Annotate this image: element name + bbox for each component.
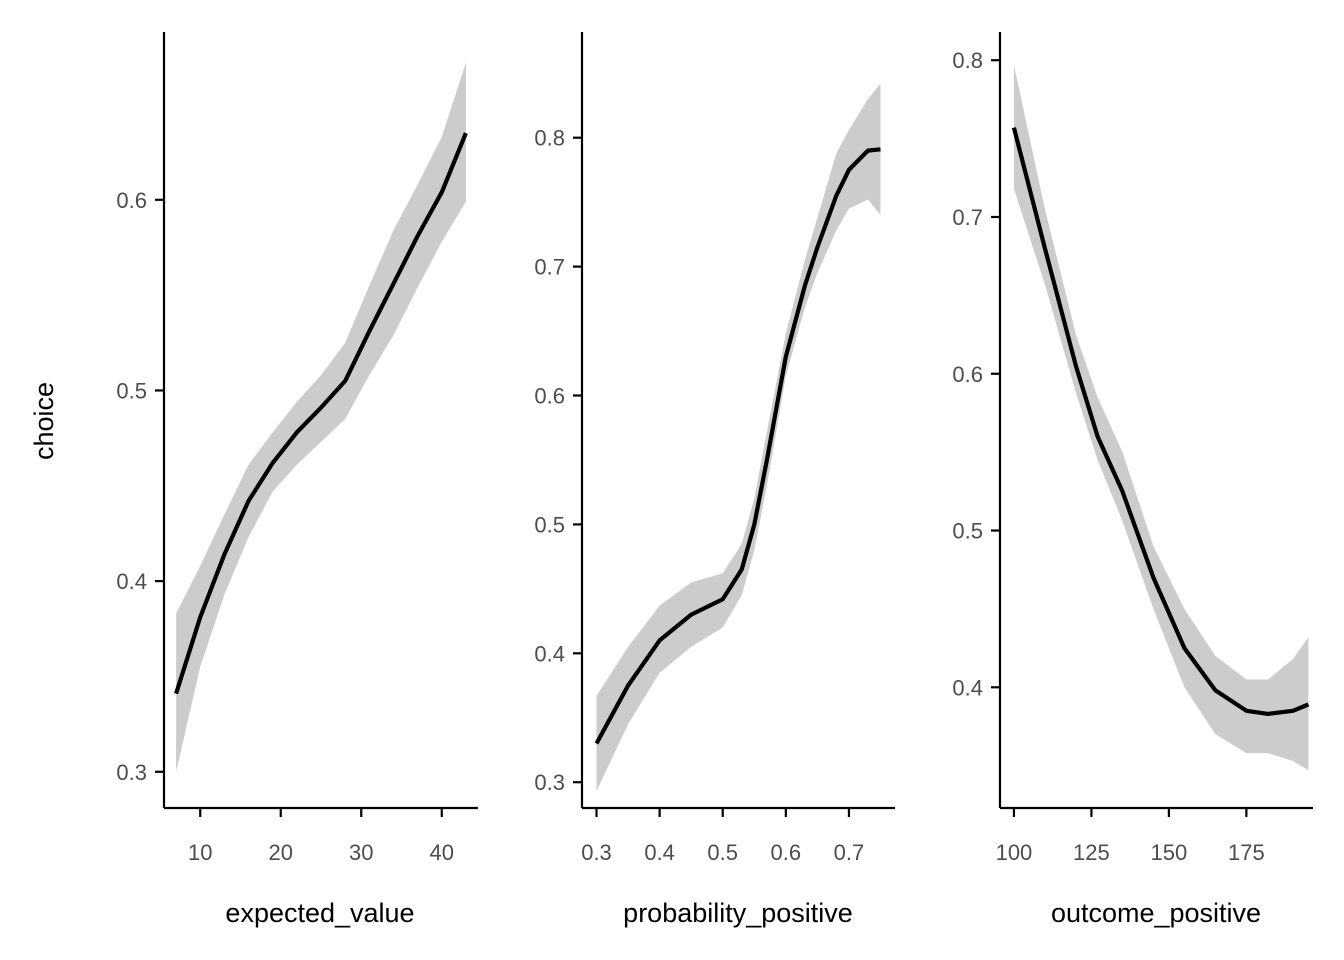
x-axis-title-panel-2: probability_positive [623, 898, 853, 928]
y-tick-label: 0.6 [534, 384, 565, 409]
y-tick-label: 0.4 [534, 641, 565, 666]
confidence-band [176, 62, 466, 772]
x-tick-label: 30 [349, 840, 373, 865]
y-tick-label: 0.7 [952, 205, 983, 230]
panel-1: 0.3 0.4 0.5 0.6 10 20 30 40 [116, 32, 478, 865]
x-tick-label: 150 [1151, 840, 1188, 865]
x-axis-title-panel-3: outcome_positive [1051, 898, 1261, 928]
y-tick-label: 0.3 [534, 770, 565, 795]
confidence-band [1013, 64, 1309, 771]
y-tick-label: 0.5 [116, 378, 147, 403]
y-tick-label: 0.8 [534, 126, 565, 151]
panel-2: 0.3 0.4 0.5 0.6 0.7 0.8 0.3 0.4 0.5 0.6 0.7 [534, 32, 895, 865]
y-tick-label: 0.8 [952, 48, 983, 73]
fit-line [594, 147, 881, 745]
x-tick-label: 175 [1228, 840, 1265, 865]
confidence-band [596, 83, 881, 792]
x-tick-label: 100 [996, 840, 1033, 865]
x-tick-label: 40 [430, 840, 454, 865]
x-tick-label: 0.3 [581, 840, 612, 865]
y-tick-label: 0.4 [116, 569, 147, 594]
x-axis-title-panel-1: expected_value [225, 898, 414, 928]
y-axis-title-panel-1: choice [29, 382, 59, 460]
x-tick-label: 10 [188, 840, 212, 865]
y-tick-label: 0.5 [534, 512, 565, 537]
x-tick-label: 20 [269, 840, 293, 865]
x-tick-label: 0.4 [644, 840, 675, 865]
y-tick-label: 0.6 [116, 188, 147, 213]
y-tick-label: 0.5 [952, 519, 983, 544]
x-tick-label: 125 [1073, 840, 1110, 865]
y-tick-label: 0.3 [116, 760, 147, 785]
x-tick-label: 0.6 [771, 840, 802, 865]
y-tick-label: 0.4 [952, 675, 983, 700]
panel-3: 0.4 0.5 0.6 0.7 0.8 100 125 150 175 [952, 32, 1313, 865]
fit-line [1011, 127, 1310, 716]
y-tick-label: 0.7 [534, 255, 565, 280]
x-tick-label: 0.7 [834, 840, 865, 865]
y-tick-label: 0.6 [952, 362, 983, 387]
fit-line [174, 132, 468, 695]
x-tick-label: 0.5 [707, 840, 738, 865]
